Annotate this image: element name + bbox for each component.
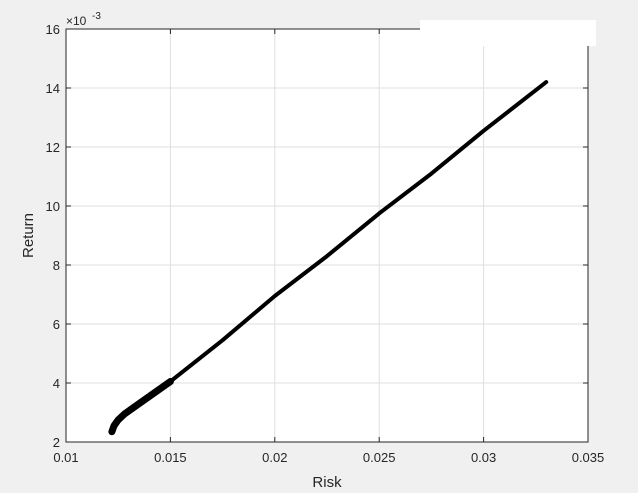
x-tick-label: 0.025 — [363, 450, 396, 465]
x-tick-label: 0.01 — [53, 450, 78, 465]
legend-box — [420, 20, 596, 46]
y-tick-label: 2 — [53, 435, 60, 450]
x-axis-label: Risk — [312, 474, 342, 491]
y-tick-label: 12 — [46, 140, 60, 155]
x-tick-label: 0.035 — [572, 450, 605, 465]
x-tick-label: 0.03 — [471, 450, 496, 465]
y-tick-label: 14 — [46, 81, 60, 96]
y-tick-label: 8 — [53, 258, 60, 273]
series-line-bundle — [108, 378, 174, 436]
y-scale-factor: ×10 — [66, 14, 87, 28]
x-tick-label: 0.02 — [262, 450, 287, 465]
series-group — [108, 80, 549, 436]
y-tick-label: 4 — [53, 376, 60, 391]
y-scale-exponent: -3 — [92, 11, 101, 22]
y-tick-label: 10 — [46, 199, 60, 214]
ticks: 0.01 0.015 0.02 0.025 0.03 0.035 2 4 6 8 10 12 14 16 — [46, 22, 605, 465]
y-axis-label: Return — [20, 213, 37, 258]
y-tick-label: 16 — [46, 22, 60, 37]
plot-area — [66, 29, 588, 442]
y-tick-label: 6 — [53, 317, 60, 332]
axes-box — [65, 28, 589, 443]
x-tick-label: 0.015 — [154, 450, 187, 465]
